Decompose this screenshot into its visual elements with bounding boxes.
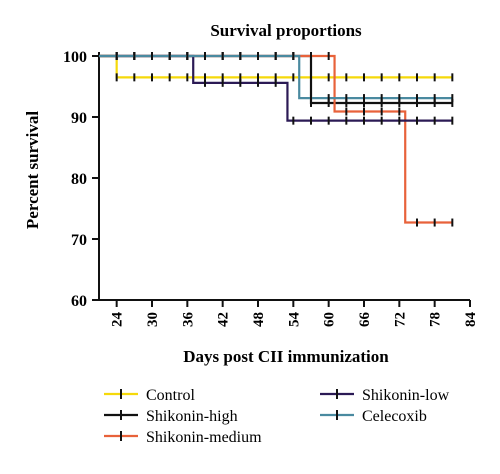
x-tick-label: 72 xyxy=(392,312,408,327)
x-tick-label: 84 xyxy=(463,312,479,328)
x-tick-label: 78 xyxy=(428,312,444,327)
x-tick-label: 60 xyxy=(322,312,338,327)
legend-item: Shikonin-high xyxy=(104,408,238,425)
y-tick-label: 80 xyxy=(71,171,87,188)
x-tick-label: 30 xyxy=(145,312,161,327)
y-tick-label: 100 xyxy=(63,49,87,66)
legend-label: Shikonin-high xyxy=(146,408,238,425)
x-axis-label: Days post CII immunization xyxy=(183,347,389,366)
legend-label: Shikonin-medium xyxy=(146,429,262,446)
x-tick-label: 42 xyxy=(216,312,232,327)
legend-label: Control xyxy=(146,387,195,404)
legend-label: Shikonin-low xyxy=(362,387,450,404)
legend: Control Shikonin-high Shikonin-medium Shiko… xyxy=(104,387,450,446)
legend-item: Control xyxy=(104,387,195,404)
y-tick-label: 60 xyxy=(71,293,87,310)
chart-title: Survival proportions xyxy=(210,21,362,40)
legend-item: Shikonin-medium xyxy=(104,429,262,446)
x-tick-label: 66 xyxy=(357,312,373,328)
legend-label: Celecoxib xyxy=(362,408,427,425)
x-tick-label: 48 xyxy=(251,312,267,327)
y-tick-label: 90 xyxy=(71,110,87,127)
x-tick-label: 36 xyxy=(180,312,196,328)
y-tick-label: 70 xyxy=(71,232,87,249)
plot-area: 60 70 80 90 100 24 30 36 42 48 54 60 66 72 78 84 xyxy=(63,49,479,327)
x-tick-label: 24 xyxy=(110,312,126,328)
series-line xyxy=(99,54,453,100)
y-axis-label: Percent survival xyxy=(23,111,42,229)
legend-item: Celecoxib xyxy=(320,408,427,425)
legend-item: Shikonin-low xyxy=(320,387,450,404)
x-tick-label: 54 xyxy=(286,312,302,328)
